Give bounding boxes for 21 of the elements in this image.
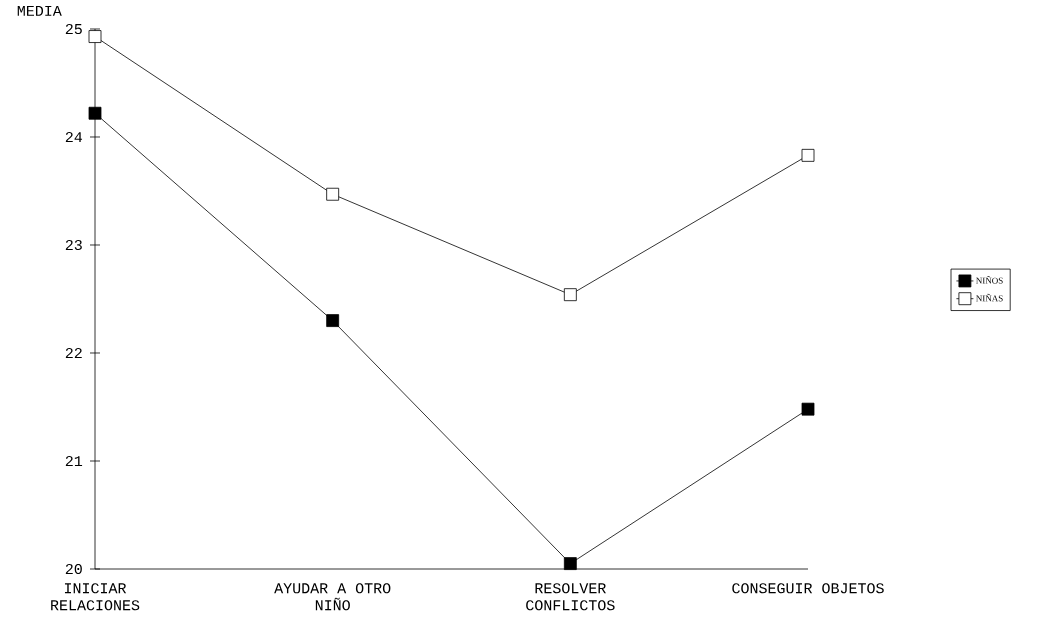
y-tick-label: 21 — [65, 455, 83, 467]
point — [88, 106, 102, 120]
point — [801, 148, 815, 162]
y-tick-label: 23 — [65, 239, 82, 251]
y-tick-label: 24 — [65, 131, 83, 143]
y-tick-label: 25 — [65, 23, 82, 35]
legend-label: NIÑAS — [976, 293, 1003, 302]
x-tick-label: INICIAR RELACIONES — [51, 583, 140, 611]
point — [563, 557, 577, 570]
x-tick-label: CONSEGUIR OBJETOS — [732, 583, 884, 594]
y-tick-label: 20 — [65, 563, 82, 575]
y-tick-label: 22 — [65, 347, 82, 359]
point — [88, 30, 102, 43]
x-tick-label: RESOLVER CONFLICTOS — [526, 583, 615, 611]
point — [801, 402, 815, 416]
point — [326, 314, 340, 327]
point — [326, 187, 340, 201]
legend-label: NIÑOS — [976, 276, 1003, 284]
x-tick-label: AYUDAR A OTRO NIÑO — [274, 583, 391, 611]
point — [563, 288, 577, 302]
y-axis-title: MEDIA — [17, 5, 62, 16]
